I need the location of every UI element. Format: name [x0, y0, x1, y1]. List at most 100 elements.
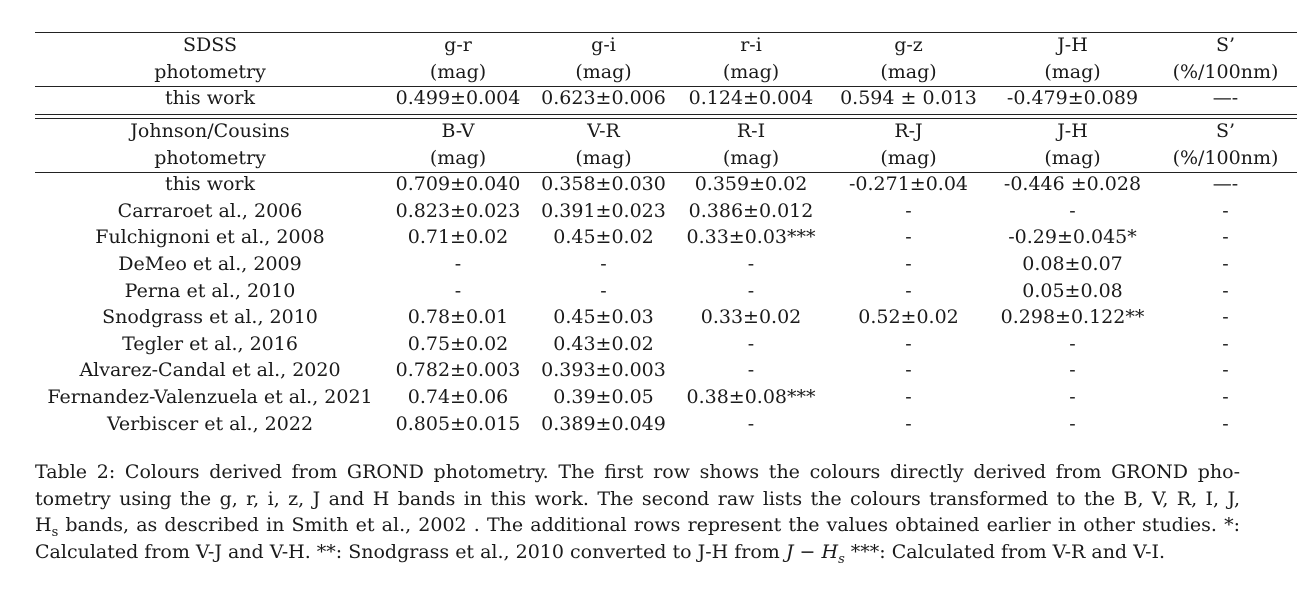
table-cell: this work [164, 87, 256, 110]
johnson-header-rule [35, 172, 1297, 173]
table-caption: Table 2: Colours derived from GROND phot… [35, 459, 1240, 565]
table-cell: Snodgrass et al., 2010 [102, 306, 318, 329]
table-cell: J-H [1057, 120, 1088, 142]
table-cell: photometry [154, 60, 266, 83]
table-cell: 0.39±0.05 [553, 385, 654, 408]
table-cell: S’ [1215, 120, 1236, 142]
table-cell: S’ [1215, 34, 1236, 56]
caption-line-2: tometry using the g, r, i, z, J and H ba… [35, 487, 1240, 510]
table-cell: - [905, 332, 912, 355]
header-row: photometry (mag) (mag) (mag) (mag) (mag) (%/10… [35, 145, 1297, 172]
table-cell: - [1222, 359, 1229, 382]
table-cell: - [905, 359, 912, 382]
table-row: Verbiscer et al., 2022 0.805±0.015 0.389±0… [35, 411, 1297, 438]
table-cell: - [905, 226, 912, 249]
caption-line-3: Hs bands, as described in Smith et al., … [35, 512, 1240, 539]
table-cell: -0.479±0.089 [1006, 87, 1139, 110]
table-row: Fulchignoni et al., 2008 0.71±0.02 0.45±0.… [35, 224, 1297, 251]
table-cell: - [600, 279, 607, 302]
table-cell: DeMeo et al., 2009 [118, 252, 302, 275]
math-minus: − [793, 540, 822, 563]
table-cell: - [747, 279, 755, 302]
table-cell: 0.38±0.08*** [686, 385, 816, 408]
table-cell: Carraroet al., 2006 [117, 199, 303, 222]
table-cell: 0.594 ± 0.013 [840, 87, 977, 110]
table-cell: 0.74±0.06 [407, 385, 509, 408]
table-cell: - [1069, 359, 1076, 382]
table-cell: Alvarez-Candal et al., 2020 [79, 359, 341, 382]
table-row: Snodgrass et al., 2010 0.78±0.01 0.45±0.03… [35, 304, 1297, 331]
table-cell: (mag) [1044, 146, 1101, 169]
table-cell: - [1069, 412, 1076, 435]
table-row: Tegler et al., 2016 0.75±0.02 0.43±0.02 - - -… [35, 331, 1297, 358]
table-cell: 0.05±0.08 [1022, 279, 1123, 302]
table-cell: this work [164, 173, 256, 196]
math-h-subscript: s [838, 551, 845, 567]
table-cell: Johnson/Cousins [130, 120, 290, 142]
sdss-table-section: SDSS g-r g-i r-i g-z J-H S’ photometry (mag) (mag… [35, 32, 1297, 112]
table-cell: 0.78±0.01 [407, 306, 509, 329]
table-cell: - [454, 279, 462, 302]
table-cell: - [1222, 226, 1229, 249]
table-row: Alvarez-Candal et al., 2020 0.782±0.003 0.… [35, 357, 1297, 384]
table-cell: g-i [591, 34, 616, 56]
table-row: DeMeo et al., 2009 - - - - 0.08±0.07 - [35, 251, 1297, 278]
table-cell: Fulchignoni et al., 2008 [95, 226, 325, 249]
table-cell: 0.43±0.02 [553, 332, 654, 355]
table-cell: - [1222, 332, 1229, 355]
table-cell: Verbiscer et al., 2022 [106, 412, 314, 435]
table-cell: B-V [441, 120, 475, 142]
table-cell: (mag) [1044, 60, 1101, 83]
table-cell: (mag) [429, 146, 487, 169]
table-cell: 0.71±0.02 [407, 226, 509, 249]
table-cell: (%/100nm) [1172, 60, 1279, 83]
table-row: this work 0.499±0.004 0.623±0.006 0.124±0.0… [35, 85, 1297, 112]
table-cell: 0.124±0.004 [688, 87, 814, 110]
caption-line-4-text: Calculated from V-J and V-H. **: Snodgra… [35, 540, 786, 563]
table-cell: - [747, 332, 755, 355]
table-cell: - [905, 412, 912, 435]
table-cell: 0.709±0.040 [395, 173, 521, 196]
table-cell: 0.805±0.015 [395, 412, 521, 435]
table-cell: - [1069, 199, 1076, 222]
table-cell: (mag) [575, 146, 632, 169]
table-cell: J-H [1057, 34, 1088, 56]
caption-line-1: Table 2: Colours derived from GROND phot… [35, 461, 1240, 483]
table-cell: 0.52±0.02 [858, 306, 959, 329]
table-cell: -0.446 ±0.028 [1003, 173, 1142, 196]
table-cell: 0.391±0.023 [541, 199, 666, 222]
table-cell: Fernandez-Valenzuela et al., 2021 [47, 385, 373, 408]
table-cell: 0.33±0.02 [700, 306, 802, 329]
caption-line-4: Calculated from V-J and V-H. **: Snodgra… [35, 539, 1240, 566]
math-h: H [821, 540, 839, 563]
caption-h: H [35, 514, 52, 536]
table-cell: - [1222, 252, 1229, 275]
table-cell: -0.271±0.04 [848, 173, 969, 196]
table-cell: - [905, 385, 912, 408]
table-cell: g-z [894, 34, 923, 56]
table-cell: - [1222, 279, 1229, 302]
table-cell: Perna et al., 2010 [124, 279, 296, 302]
table-row: Fernandez-Valenzuela et al., 2021 0.74±0.… [35, 384, 1297, 411]
table-cell: - [1222, 306, 1229, 329]
table-cell: r-i [740, 34, 762, 56]
table-top-rule [35, 32, 1297, 33]
table-cell: g-r [444, 34, 472, 56]
johnson-table-section: Johnson/Cousins B-V V-R R-I R-J J-H S’ photomet… [35, 118, 1297, 437]
math-j: J [785, 540, 794, 563]
table-cell: - [454, 252, 462, 275]
section-double-rule-2 [35, 118, 1297, 119]
table-cell: —- [1212, 173, 1239, 196]
header-row: photometry (mag) (mag) (mag) (mag) (mag) (%/10… [35, 59, 1297, 86]
table-cell: - [1069, 385, 1076, 408]
table-cell: - [905, 279, 912, 302]
caption-line-3-text: bands, as described in Smith et al., 200… [58, 514, 1240, 536]
table-cell: 0.393±0.003 [541, 359, 666, 382]
table-cell: - [1222, 199, 1229, 222]
table-cell: (mag) [429, 60, 487, 83]
table-cell: 0.359±0.02 [694, 173, 808, 196]
table-cell: 0.08±0.07 [1022, 252, 1123, 275]
section-double-rule-1 [35, 114, 1297, 115]
table-cell: (%/100nm) [1172, 146, 1279, 169]
table-cell: (mag) [880, 60, 937, 83]
